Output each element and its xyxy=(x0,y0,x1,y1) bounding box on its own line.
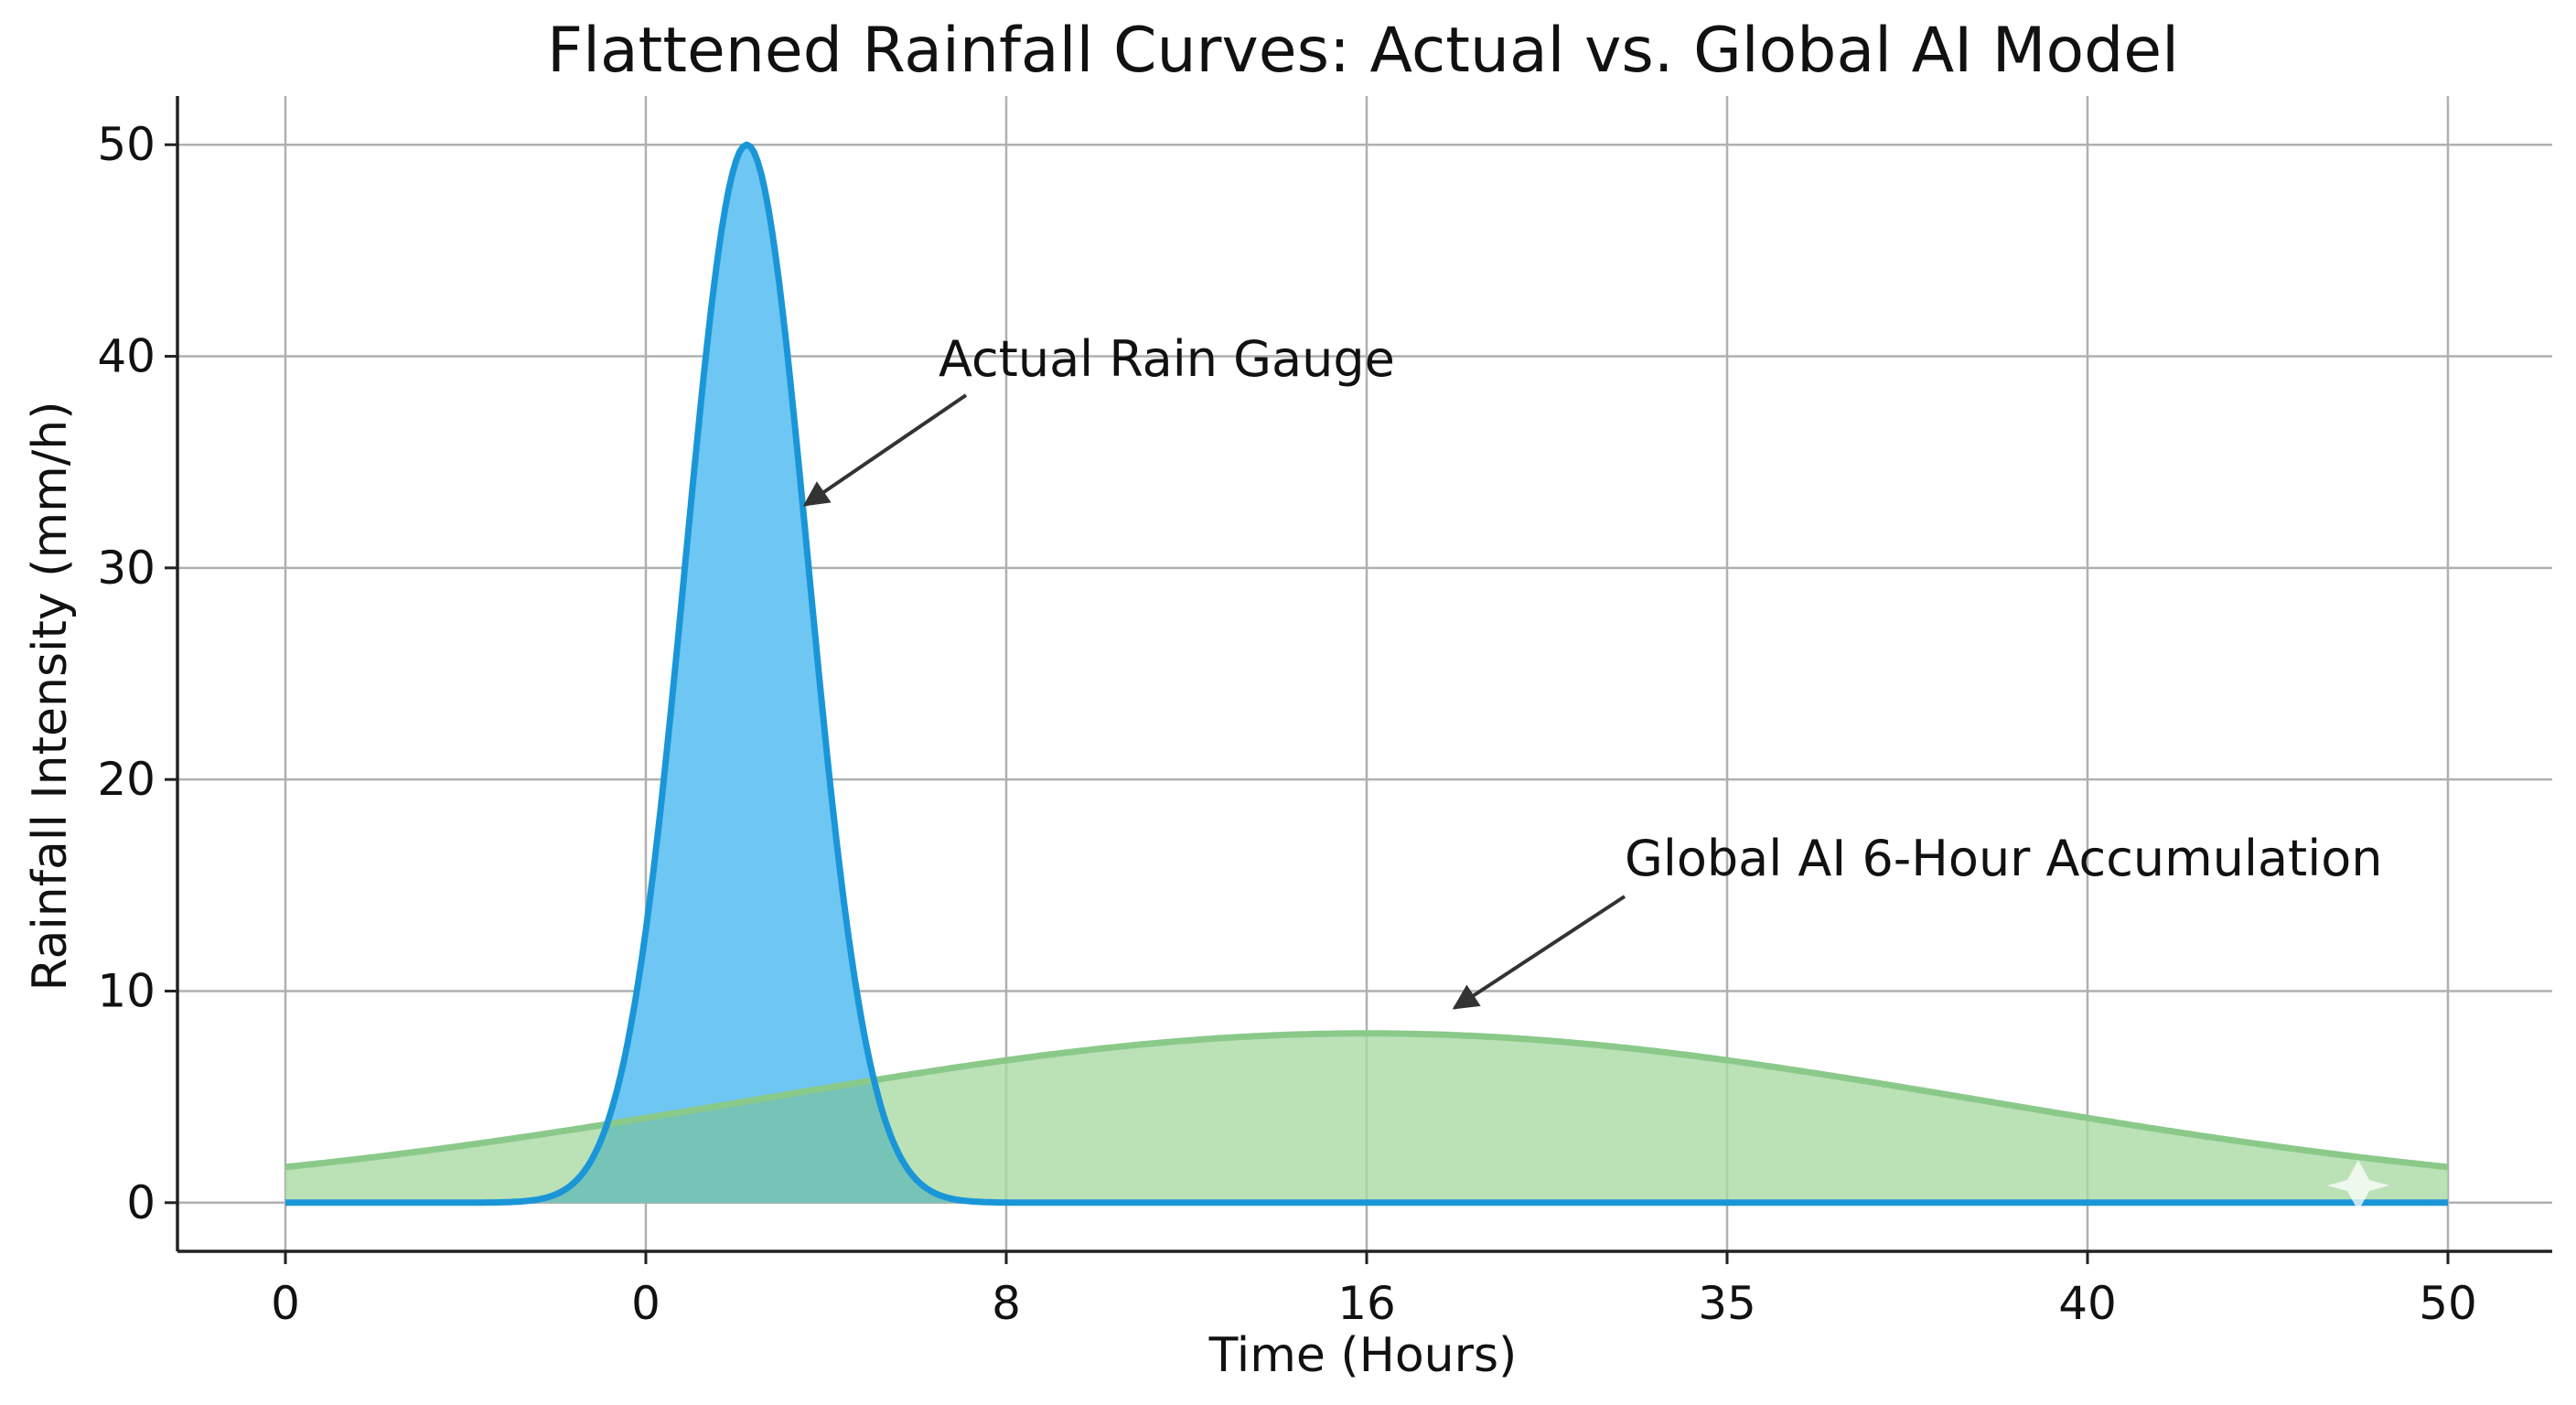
x-axis-label: Time (Hours) xyxy=(1208,1328,1518,1383)
y-tick-label: 0 xyxy=(126,1176,156,1229)
y-tick-labels: 0 10 20 30 40 50 xyxy=(97,118,177,1229)
chart-title: Flattened Rainfall Curves: Actual vs. Gl… xyxy=(547,15,2179,87)
annotation-arrow-actual xyxy=(802,393,968,507)
area-actual-rain-gauge xyxy=(285,145,2448,1203)
x-tick-label: 0 xyxy=(271,1277,300,1330)
annotation-global-ai: Global AI 6-Hour Accumulation xyxy=(1625,830,2382,887)
grid xyxy=(177,96,2552,1251)
line-actual-rain-gauge xyxy=(285,141,2448,1207)
annotations: Actual Rain Gauge Global AI 6-Hour Accum… xyxy=(802,330,2382,1010)
y-tick-label: 50 xyxy=(97,118,156,171)
annotation-arrow-global-ai xyxy=(1452,895,1626,1010)
x-tick-label: 16 xyxy=(1337,1277,1396,1330)
x-tick-label: 0 xyxy=(631,1277,660,1330)
x-tick-label: 40 xyxy=(2058,1277,2117,1330)
x-tick-label: 50 xyxy=(2419,1277,2477,1330)
x-tick-label: 8 xyxy=(992,1277,1021,1330)
y-tick-label: 40 xyxy=(97,330,156,383)
plot-areas xyxy=(284,141,2449,1207)
watermark-sparkle-icon xyxy=(2327,1160,2389,1211)
line-global-ai-accumulation xyxy=(284,1030,2449,1171)
y-tick-label: 30 xyxy=(97,542,156,595)
y-tick-label: 20 xyxy=(97,753,156,806)
y-tick-label: 10 xyxy=(97,964,156,1017)
area-overlap xyxy=(285,1080,2448,1203)
annotation-actual-rain-gauge: Actual Rain Gauge xyxy=(939,330,1395,388)
x-tick-label: 35 xyxy=(1698,1277,1756,1330)
axes xyxy=(176,96,2552,1253)
y-axis-label: Rainfall Intensity (mm/h) xyxy=(23,401,78,991)
x-tick-labels: 0 0 8 16 35 40 50 xyxy=(271,1251,2477,1330)
